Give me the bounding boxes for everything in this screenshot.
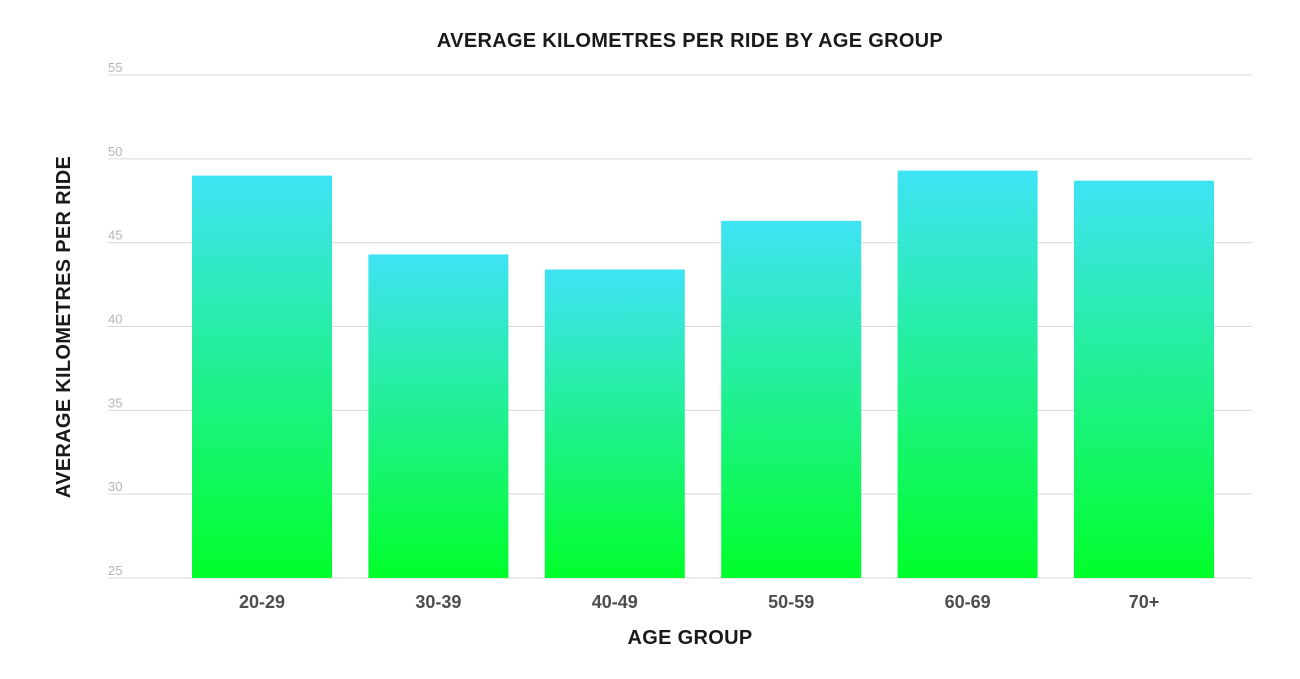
y-tick-label: 30 xyxy=(108,479,122,494)
x-axis-ticks: 20-29 30-39 40-49 50-59 60-69 70+ xyxy=(239,592,1159,612)
bar-20-29 xyxy=(192,175,332,578)
bars xyxy=(192,170,1214,579)
y-axis-ticks: 25 30 35 40 45 50 55 xyxy=(108,60,122,578)
x-tick-label: 40-49 xyxy=(592,592,638,612)
bar-70+ xyxy=(1074,180,1214,578)
chart-title: AVERAGE KILOMETRES PER RIDE BY AGE GROUP xyxy=(437,30,943,52)
x-tick-label: 20-29 xyxy=(239,592,285,612)
y-tick-label: 25 xyxy=(108,563,122,578)
bar-60-69 xyxy=(897,170,1038,578)
x-axis-title: AGE GROUP xyxy=(628,627,753,649)
x-tick-label: 60-69 xyxy=(945,592,991,612)
x-tick-label: 50-59 xyxy=(768,592,814,612)
x-tick-label: 30-39 xyxy=(415,592,461,612)
y-tick-label: 45 xyxy=(108,228,122,243)
y-tick-label: 40 xyxy=(108,312,122,327)
y-axis-title: AVERAGE KILOMETRES PER RIDE xyxy=(53,156,75,498)
bar-30-39 xyxy=(368,254,509,579)
x-tick-label: 70+ xyxy=(1129,592,1160,612)
y-tick-label: 35 xyxy=(108,395,122,410)
y-tick-label: 55 xyxy=(108,60,122,75)
bar-50-59 xyxy=(721,220,862,578)
y-tick-label: 50 xyxy=(108,144,122,159)
bar-40-49 xyxy=(544,269,685,578)
